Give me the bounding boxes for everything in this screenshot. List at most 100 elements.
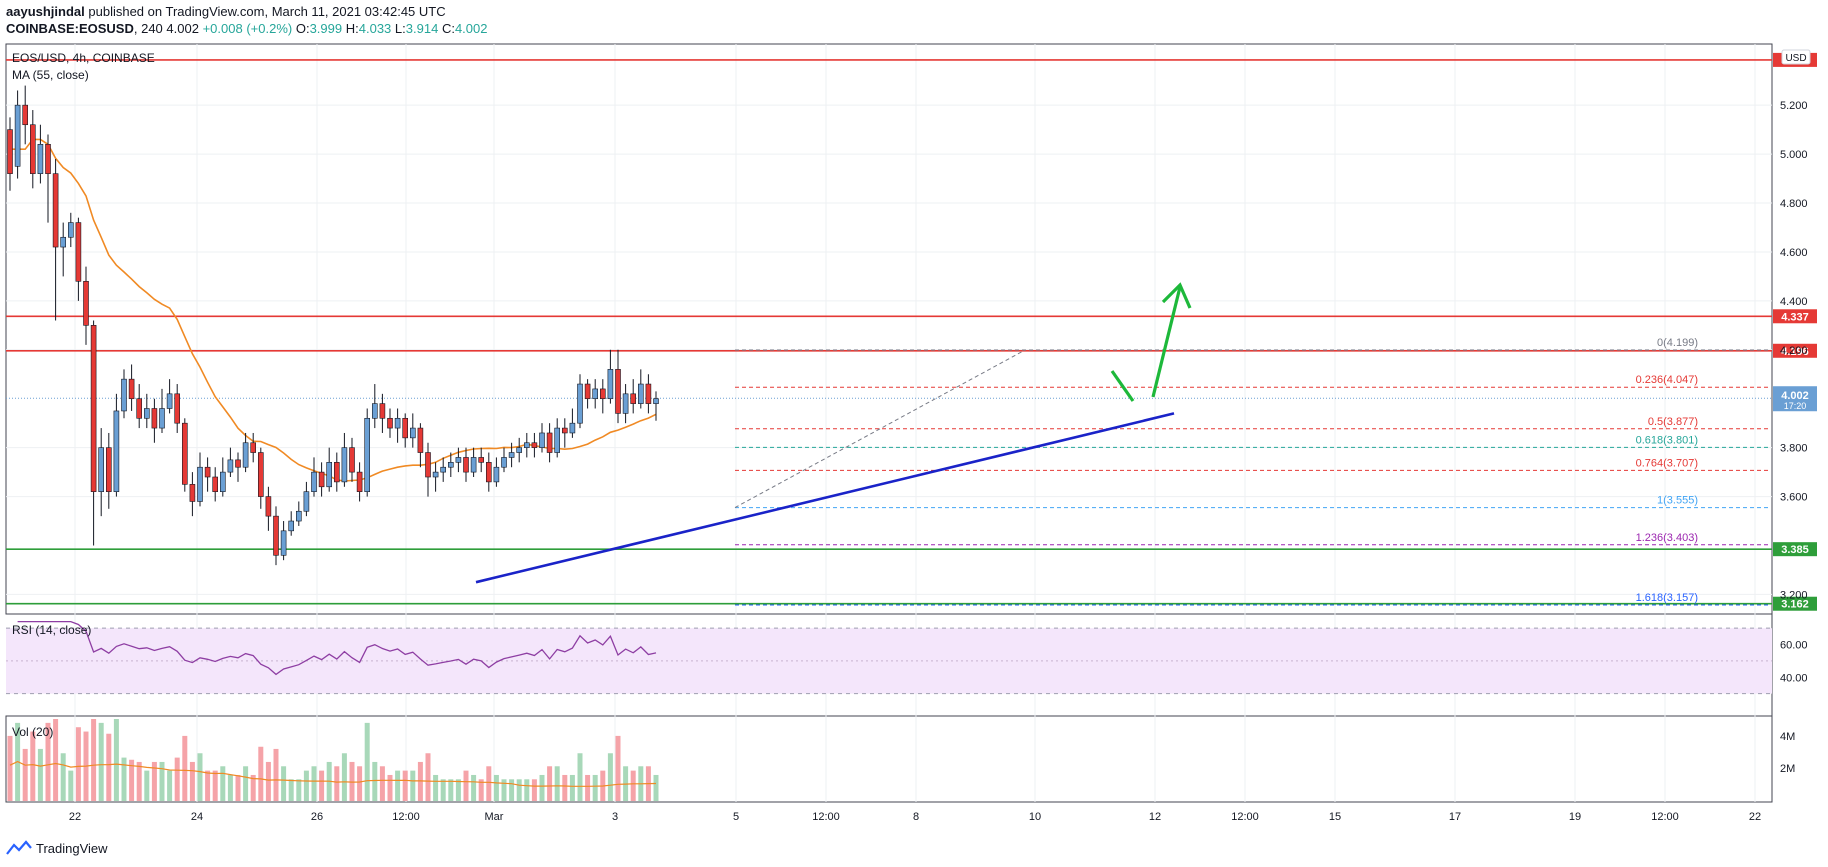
candle-body: [45, 144, 51, 174]
time-tick-label: 26: [311, 811, 323, 823]
candle-body: [326, 462, 333, 488]
time-tick-label: 12:00: [1651, 811, 1679, 823]
fib-level-label: 0.764(3.707): [1636, 457, 1698, 469]
price-tick-label: 4.800: [1780, 198, 1808, 210]
volume-bar: [440, 779, 446, 801]
time-tick-label: 12:00: [1231, 811, 1259, 823]
volume-bar: [539, 774, 545, 801]
volume-bar: [653, 774, 659, 801]
time-tick-label: 17: [1449, 811, 1461, 823]
volume-pane: [7, 719, 659, 801]
candle-body: [174, 393, 180, 424]
candle-body: [197, 466, 203, 502]
time-tick-label: 15: [1329, 811, 1341, 823]
rsi-line: [17, 620, 657, 676]
candle-body: [539, 432, 545, 448]
candle-body: [577, 383, 583, 424]
candle-body: [379, 403, 386, 419]
volume-bar: [281, 766, 287, 801]
volume-bar: [357, 766, 363, 801]
candle-body: [364, 417, 371, 492]
volume-bar: [592, 774, 598, 801]
volume-bar: [562, 774, 568, 801]
volume-bar: [250, 774, 256, 801]
volume-bar: [98, 722, 104, 801]
candle-body: [151, 408, 158, 429]
candle-body: [311, 471, 317, 492]
fib-level-label: 1(3.555): [1657, 495, 1698, 507]
last-price-label: 4.002: [1781, 390, 1809, 402]
candle-body: [68, 222, 74, 238]
candle-body: [493, 466, 500, 483]
volume-bar: [189, 761, 195, 801]
candle-body: [144, 408, 150, 419]
volume-bar: [197, 753, 203, 801]
volume-label: Vol (20): [12, 725, 53, 739]
candle-body: [440, 466, 447, 473]
volume-bar: [425, 753, 431, 801]
candle-body: [212, 476, 218, 492]
brand-name: TradingView: [36, 840, 108, 856]
candle-body: [463, 457, 469, 473]
drawings[interactable]: [475, 282, 1192, 584]
volume-bar: [509, 779, 515, 801]
rsi-label: RSI (14, close): [12, 623, 91, 637]
volume-bar: [516, 779, 522, 801]
level-price-tag: [1773, 309, 1817, 324]
volume-bar: [311, 766, 317, 801]
close-value: 4.002: [454, 21, 488, 36]
volume-bar: [45, 722, 51, 801]
candle-body: [622, 393, 629, 414]
volume-bar: [463, 770, 469, 801]
volume-bar: [577, 753, 583, 801]
fibonacci-retracement[interactable]: 0(4.199) 0.236(4.047) 0.5(3.877) 0.618(3.80…: [734, 337, 1768, 606]
low-value: 3.914: [405, 21, 439, 36]
volume-bar: [288, 779, 294, 801]
volume-bar: [486, 766, 492, 801]
volume-bar: [273, 748, 279, 801]
rsi-pane: [6, 620, 1772, 695]
volume-bar: [106, 733, 112, 801]
volume-bar: [547, 766, 553, 801]
candle-body: [349, 447, 355, 473]
candle-body: [561, 427, 568, 434]
candle-body: [523, 442, 530, 448]
candle-body: [14, 104, 21, 167]
tradingview-footer[interactable]: TradingView: [6, 840, 108, 856]
candle-body: [204, 466, 211, 478]
candle-body: [227, 459, 234, 473]
volume-bar: [7, 735, 13, 801]
candle-body: [645, 383, 652, 404]
time-tick-label: 12: [1149, 811, 1161, 823]
volume-bar: [113, 719, 119, 801]
bar-timer-label: 17:20: [1784, 401, 1807, 411]
candle-body: [220, 471, 226, 492]
price-tick-label: 4.600: [1780, 247, 1808, 259]
price-tick-label: 5.000: [1780, 149, 1808, 161]
volume-bar: [334, 766, 340, 801]
main-pane-frame: [5, 43, 1773, 615]
candle-body: [295, 510, 302, 522]
candle-body: [432, 471, 439, 478]
author-name[interactable]: aayushjindal: [6, 4, 85, 19]
rsi-tick-label: 60.00: [1780, 640, 1808, 652]
candles: [7, 85, 659, 566]
interval: 240: [141, 21, 163, 36]
level-price-label: 3.162: [1781, 599, 1809, 611]
volume-bar: [144, 770, 150, 801]
volume-bar: [349, 761, 355, 801]
volume-bar: [524, 779, 530, 801]
currency-badge: [1781, 49, 1811, 65]
high-label: H:: [345, 21, 359, 36]
candle-body: [189, 484, 196, 502]
candle-body: [303, 491, 310, 512]
candle-body: [485, 462, 492, 483]
pullback-arrow-line: [1110, 370, 1135, 402]
volume-bar: [75, 727, 81, 801]
candle-body: [402, 417, 409, 439]
volume-bar: [174, 757, 180, 801]
candle-body: [318, 471, 325, 488]
volume-bar: [364, 722, 370, 801]
low-label: L:: [394, 21, 406, 36]
